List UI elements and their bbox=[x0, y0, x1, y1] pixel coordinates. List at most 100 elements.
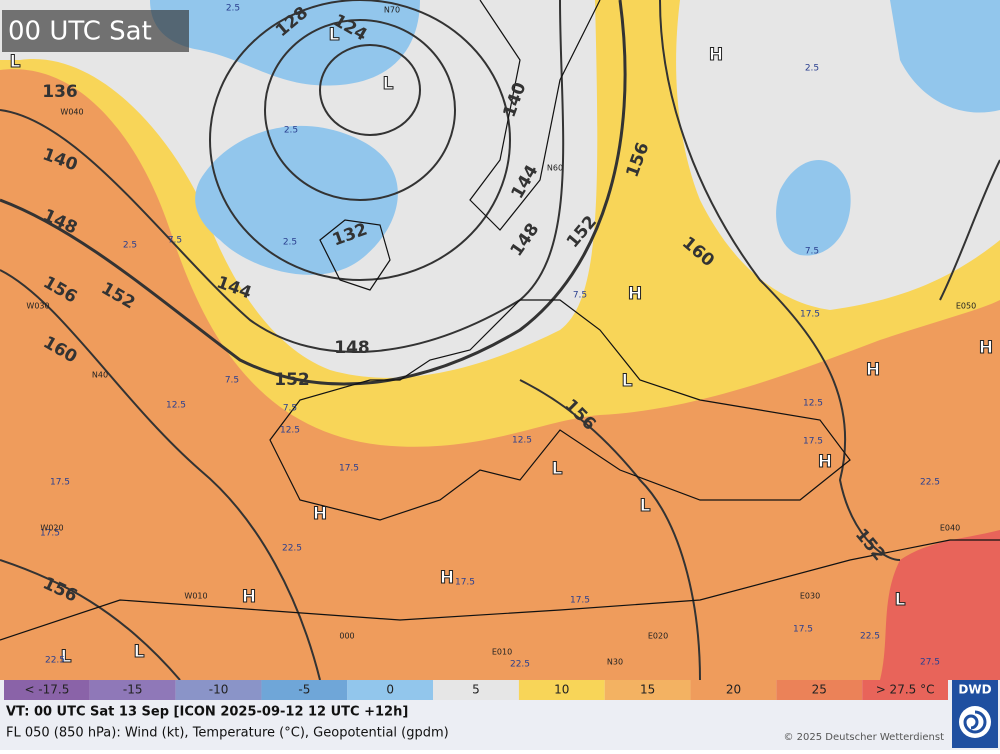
legend-swatch bbox=[604, 680, 691, 700]
copyright: © 2025 Deutscher Wetterdienst bbox=[783, 732, 944, 743]
isotherm-label: 2.5 bbox=[123, 241, 137, 251]
legend-swatch bbox=[862, 680, 948, 700]
pressure-center: L bbox=[622, 371, 633, 391]
legend-label: 10 bbox=[554, 683, 569, 697]
legend-label: -5 bbox=[298, 683, 310, 697]
legend-swatch bbox=[175, 680, 262, 700]
legend-swatch bbox=[4, 680, 90, 700]
contour bbox=[939, 159, 1000, 301]
grid-label: N60 bbox=[547, 164, 563, 173]
hot-area bbox=[880, 530, 1000, 680]
legend-label: 25 bbox=[812, 683, 827, 697]
legend-swatch bbox=[433, 680, 519, 700]
grid-label: E020 bbox=[648, 632, 668, 641]
legend-label: > 27.5 °C bbox=[876, 683, 935, 697]
grid-label: N40 bbox=[92, 371, 108, 380]
isotherm-label: 12.5 bbox=[512, 436, 532, 446]
pressure-center: L bbox=[134, 642, 145, 662]
pressure-center: L bbox=[329, 25, 340, 45]
coast bbox=[319, 219, 391, 291]
cold-area bbox=[150, 0, 420, 86]
cold-area bbox=[776, 160, 851, 256]
isotherm-label: 22.5 bbox=[45, 656, 65, 666]
contour bbox=[519, 379, 701, 681]
isotherm-label: 2.5 bbox=[805, 64, 819, 74]
footer-line1: VT: 00 UTC Sat 13 Sep [ICON 2025-09-12 1… bbox=[6, 705, 408, 720]
isotherm-label: 17.5 bbox=[40, 529, 60, 539]
legend-label: 5 bbox=[472, 683, 480, 697]
geopotential-contours bbox=[0, 0, 1000, 681]
grid-label: N30 bbox=[607, 658, 623, 667]
cold-area bbox=[890, 0, 1000, 113]
legend-label: -15 bbox=[123, 683, 143, 697]
contour bbox=[209, 0, 511, 281]
legend-label: 15 bbox=[640, 683, 655, 697]
isotherm-label: 17.5 bbox=[803, 437, 823, 447]
map-title: 00 UTC Sat bbox=[8, 17, 152, 47]
pressure-center: H bbox=[866, 360, 880, 380]
coast bbox=[269, 299, 851, 521]
isotherm-label: 12.5 bbox=[280, 426, 300, 436]
isotherm-label: 2.5 bbox=[226, 4, 240, 14]
pressure-center: H bbox=[440, 568, 454, 588]
isotherm-label: 2.5 bbox=[283, 238, 297, 248]
isotherm-label: 17.5 bbox=[455, 578, 475, 588]
legend-label: < -17.5 bbox=[24, 683, 69, 697]
isotherm-label: 2.5 bbox=[284, 126, 298, 136]
pressure-center: L bbox=[640, 496, 651, 516]
contour bbox=[0, 559, 181, 681]
contour bbox=[0, 0, 565, 353]
pressure-center: L bbox=[61, 647, 72, 667]
contour bbox=[264, 19, 456, 201]
grid-label: W040 bbox=[60, 108, 83, 117]
grid-label: E030 bbox=[800, 592, 820, 601]
pressure-center: H bbox=[313, 504, 327, 524]
pressure-center: H bbox=[628, 284, 642, 304]
coastlines bbox=[0, 0, 1000, 641]
isotherm-label: 7.5 bbox=[573, 291, 587, 301]
pressure-center: L bbox=[10, 52, 21, 72]
coast bbox=[0, 539, 1000, 641]
isotherm-label: 17.5 bbox=[50, 478, 70, 488]
grid-label: E010 bbox=[492, 648, 512, 657]
contour-label: 136 bbox=[42, 82, 78, 102]
contour-label: 148 bbox=[334, 338, 370, 358]
legend-swatch bbox=[690, 680, 777, 700]
legend: < -17.5 -15 -10 -5 0 5 10 15 20 25 > 27.5 °C bbox=[4, 680, 948, 700]
isotherm-label: 7.5 bbox=[225, 376, 239, 386]
grid-label: W030 bbox=[26, 302, 49, 311]
contour-label: 152 bbox=[274, 370, 310, 390]
isotherm-label: 12.5 bbox=[166, 401, 186, 411]
grid-label: W020 bbox=[40, 524, 63, 533]
contour bbox=[659, 0, 901, 561]
isotherm-label: 22.5 bbox=[282, 544, 302, 554]
grid-label: N70 bbox=[384, 6, 400, 15]
isotherm-label: 7.5 bbox=[283, 404, 297, 414]
isotherm-label: 22.5 bbox=[920, 478, 940, 488]
isotherm-label: 12.5 bbox=[803, 399, 823, 409]
legend-swatch bbox=[518, 680, 605, 700]
isotherm-label: 17.5 bbox=[800, 310, 820, 320]
isotherm-label: 22.5 bbox=[510, 660, 530, 670]
pressure-center: L bbox=[552, 459, 563, 479]
pressure-center: H bbox=[709, 45, 723, 65]
grid-label: 000 bbox=[339, 632, 354, 641]
pressure-center: H bbox=[818, 452, 832, 472]
logo-swirl bbox=[963, 710, 987, 734]
legend-swatch bbox=[347, 680, 434, 700]
pressure-center: L bbox=[383, 74, 394, 94]
pressure-center: H bbox=[979, 338, 993, 358]
isotherm-label: 17.5 bbox=[339, 464, 359, 474]
title-box bbox=[2, 10, 189, 52]
legend-swatch bbox=[776, 680, 863, 700]
isotherm-label: 17.5 bbox=[793, 625, 813, 635]
contour bbox=[0, 269, 321, 681]
legend-swatch bbox=[89, 680, 176, 700]
contour bbox=[319, 44, 421, 136]
logo-text: DWD bbox=[958, 683, 991, 697]
isotherm-label: 27.5 bbox=[920, 658, 940, 668]
grid-label: E050 bbox=[956, 302, 976, 311]
legend-label: 0 bbox=[386, 683, 394, 697]
